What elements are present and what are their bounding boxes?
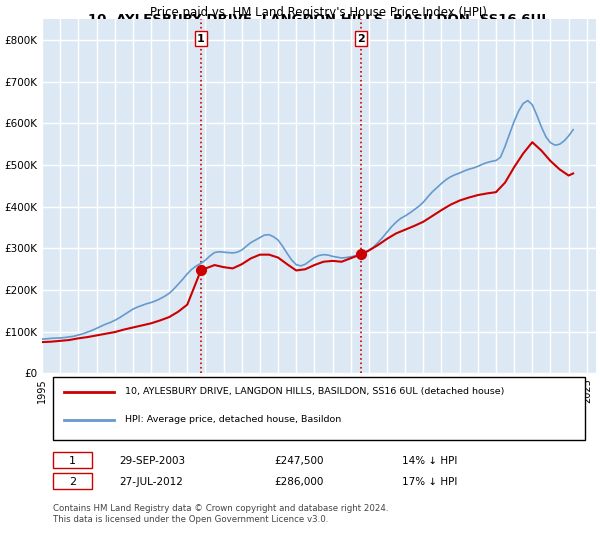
- FancyBboxPatch shape: [53, 452, 92, 468]
- Text: 29-SEP-2003: 29-SEP-2003: [119, 456, 185, 466]
- FancyBboxPatch shape: [53, 473, 92, 489]
- Text: 1: 1: [69, 456, 76, 466]
- Text: 10, AYLESBURY DRIVE, LANGDON HILLS, BASILDON, SS16 6UL (detached house): 10, AYLESBURY DRIVE, LANGDON HILLS, BASI…: [125, 387, 505, 396]
- FancyBboxPatch shape: [53, 377, 585, 440]
- Text: Contains HM Land Registry data © Crown copyright and database right 2024.
This d: Contains HM Land Registry data © Crown c…: [53, 504, 389, 524]
- Text: 14% ↓ HPI: 14% ↓ HPI: [402, 456, 457, 466]
- Text: £286,000: £286,000: [275, 477, 324, 487]
- Text: 2: 2: [358, 34, 365, 44]
- Text: 2: 2: [69, 477, 76, 487]
- Text: 17% ↓ HPI: 17% ↓ HPI: [402, 477, 457, 487]
- Text: 1: 1: [197, 34, 205, 44]
- Text: HPI: Average price, detached house, Basildon: HPI: Average price, detached house, Basi…: [125, 415, 341, 424]
- Text: 27-JUL-2012: 27-JUL-2012: [119, 477, 184, 487]
- Text: Price paid vs. HM Land Registry's House Price Index (HPI): Price paid vs. HM Land Registry's House …: [151, 6, 487, 19]
- Text: 10, AYLESBURY DRIVE, LANGDON HILLS, BASILDON, SS16 6UL: 10, AYLESBURY DRIVE, LANGDON HILLS, BASI…: [88, 13, 550, 26]
- Text: £247,500: £247,500: [275, 456, 324, 466]
